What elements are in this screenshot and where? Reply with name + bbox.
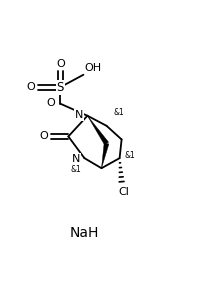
Text: O: O xyxy=(39,132,48,141)
Text: O: O xyxy=(56,59,64,69)
Polygon shape xyxy=(87,116,108,145)
Polygon shape xyxy=(101,143,108,168)
Text: O: O xyxy=(26,82,35,92)
Text: O: O xyxy=(46,98,54,108)
Text: NaH: NaH xyxy=(69,226,99,240)
Text: OH: OH xyxy=(84,63,101,73)
Text: Cl: Cl xyxy=(118,187,128,197)
Text: N: N xyxy=(74,110,83,120)
Text: &1: &1 xyxy=(124,151,135,160)
Text: S: S xyxy=(56,81,64,94)
Text: &1: &1 xyxy=(113,108,124,117)
Text: N: N xyxy=(71,154,80,164)
Text: &1: &1 xyxy=(70,165,81,173)
